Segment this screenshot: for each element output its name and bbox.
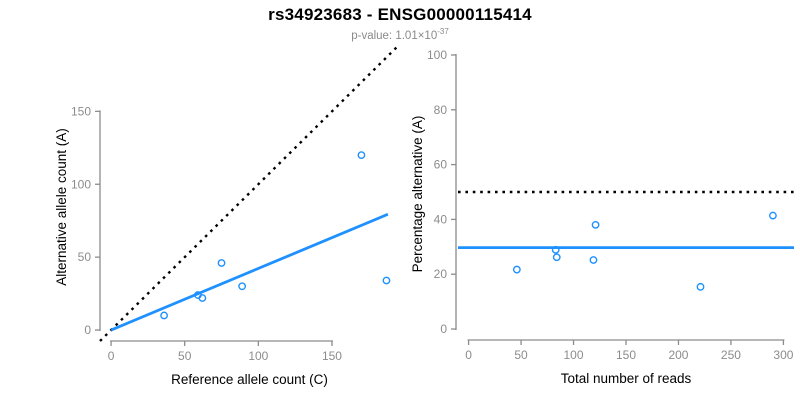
y-tick-label: 100 (427, 48, 447, 62)
pvalue-text: p-value: 1.01×10 (351, 29, 438, 42)
fit-line (110, 212, 389, 332)
y-tick-label: 100 (71, 177, 91, 191)
points-layer (512, 211, 777, 291)
x-axis-title: Total number of reads (561, 371, 692, 386)
x-axis: 0 50 100 150 200 250 300 (465, 339, 794, 362)
data-point (769, 211, 777, 220)
y-tick-label: 40 (434, 212, 448, 226)
y-tick-label: 150 (71, 104, 91, 118)
y-tick-label: 50 (78, 250, 92, 264)
y-axis: 0 50 100 150 (71, 104, 101, 337)
data-point (589, 256, 598, 264)
y-tick-label: 20 (434, 267, 448, 281)
x-tick-label: 100 (564, 348, 584, 362)
y-tick-label: 80 (434, 103, 448, 117)
data-point (160, 311, 168, 320)
x-tick-label: 150 (322, 349, 342, 363)
x-tick-label: 100 (248, 349, 268, 363)
data-point (551, 245, 560, 254)
data-point (238, 282, 247, 291)
x-tick-label: 0 (108, 349, 115, 363)
x-tick-label: 50 (514, 348, 528, 362)
y-axis-title: Percentage alternative (A) (410, 116, 425, 273)
data-point (591, 220, 600, 229)
data-point (198, 294, 207, 302)
x-axis: 0 50 100 150 (108, 340, 342, 363)
x-axis-title: Reference allele count (C) (171, 372, 328, 387)
y-tick-label: 0 (440, 322, 447, 336)
x-tick-label: 250 (721, 348, 741, 362)
y-tick-label: 60 (434, 158, 448, 172)
pvalue-exponent: -37 (437, 27, 449, 36)
chart-subtitle: p-value: 1.01×10-37 (0, 27, 800, 42)
x-tick-label: 300 (773, 348, 793, 362)
data-point (512, 265, 521, 274)
y-tick-label: 0 (84, 323, 91, 337)
y-axis-title: Alternative allele count (A) (54, 128, 69, 286)
data-point (357, 151, 366, 159)
data-point (552, 253, 561, 262)
x-tick-label: 0 (465, 348, 472, 362)
x-tick-label: 150 (616, 348, 636, 362)
y-axis: 0 20 40 60 80 100 (427, 48, 457, 336)
data-point (696, 282, 705, 291)
points-layer (160, 151, 391, 320)
data-point (382, 276, 391, 285)
x-tick-label: 50 (178, 349, 192, 363)
chart-title: rs34923683 - ENSG00000115414 (268, 5, 532, 24)
x-tick-label: 200 (668, 348, 688, 362)
data-point (217, 259, 226, 267)
